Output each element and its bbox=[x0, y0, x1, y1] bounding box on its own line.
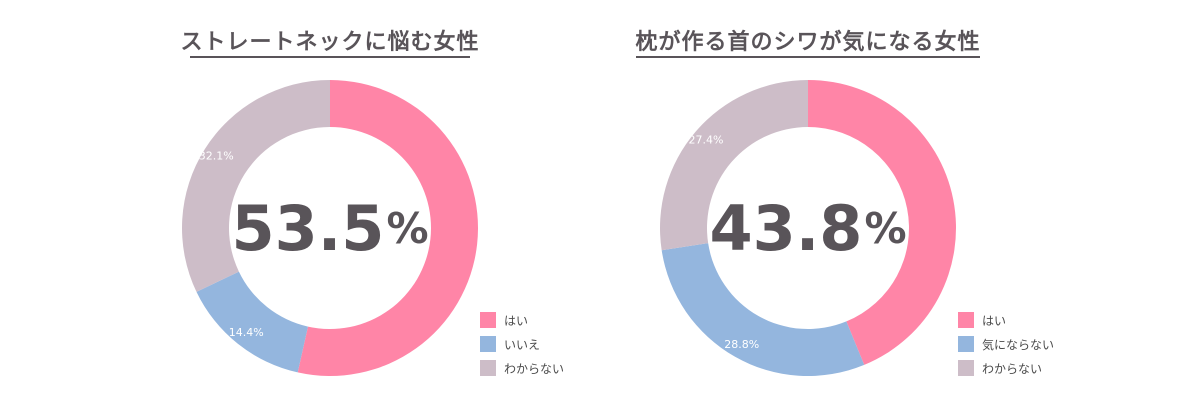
legend-item-unknown: わからない bbox=[480, 356, 590, 380]
legend-label: 気にならない bbox=[982, 337, 1055, 352]
title-underline bbox=[636, 56, 980, 58]
legend-swatch-yes bbox=[480, 312, 496, 328]
legend-swatch-not-concerned bbox=[958, 336, 974, 352]
legend-swatch-no bbox=[480, 336, 496, 352]
legend: はい 気にならない わからない bbox=[958, 308, 1068, 380]
slice-value-label: 32.1% bbox=[199, 149, 234, 162]
slice-no bbox=[196, 271, 308, 373]
donut-chart: 28.8% 27.4% bbox=[660, 80, 956, 376]
slice-not-concerned bbox=[661, 243, 865, 376]
legend-swatch-unknown bbox=[958, 360, 974, 376]
legend: はい いいえ わからない bbox=[480, 308, 590, 380]
legend-item-no: いいえ bbox=[480, 332, 590, 356]
slice-value-label: 27.4% bbox=[689, 133, 724, 146]
slice-yes bbox=[808, 80, 956, 365]
legend-label: わからない bbox=[504, 361, 565, 376]
legend-label: いいえ bbox=[504, 337, 541, 352]
slice-unknown bbox=[182, 80, 330, 292]
slice-value-label: 14.4% bbox=[229, 326, 264, 339]
donut-chart: 14.4% 32.1% bbox=[182, 80, 479, 376]
legend-item-yes: はい bbox=[480, 308, 590, 332]
slice-value-label: 28.8% bbox=[724, 338, 759, 351]
slice-unknown bbox=[660, 80, 808, 251]
chart-title: 枕が作る首のシワが気になる女性 bbox=[635, 30, 981, 55]
slice-yes bbox=[297, 80, 479, 376]
legend-swatch-yes bbox=[958, 312, 974, 328]
chart-panel-neck-wrinkles: 枕が作る首のシワが気になる女性 28.8% 27.4% 43.8% はい 気になら… bbox=[568, 0, 1054, 400]
legend-swatch-unknown bbox=[480, 360, 496, 376]
chart-title: ストレートネックに悩む女性 bbox=[180, 30, 480, 55]
legend-item-yes: はい bbox=[958, 308, 1068, 332]
legend-label: はい bbox=[982, 313, 1007, 328]
title-underline bbox=[190, 56, 470, 58]
legend-label: わからない bbox=[982, 361, 1043, 376]
legend-item-not-concerned: 気にならない bbox=[958, 332, 1068, 356]
legend-item-unknown: わからない bbox=[958, 356, 1068, 380]
chart-panel-straight-neck: ストレートネックに悩む女性 14.4% 32.1% 53.5% はい いいえ わか… bbox=[90, 0, 570, 400]
legend-label: はい bbox=[504, 313, 529, 328]
